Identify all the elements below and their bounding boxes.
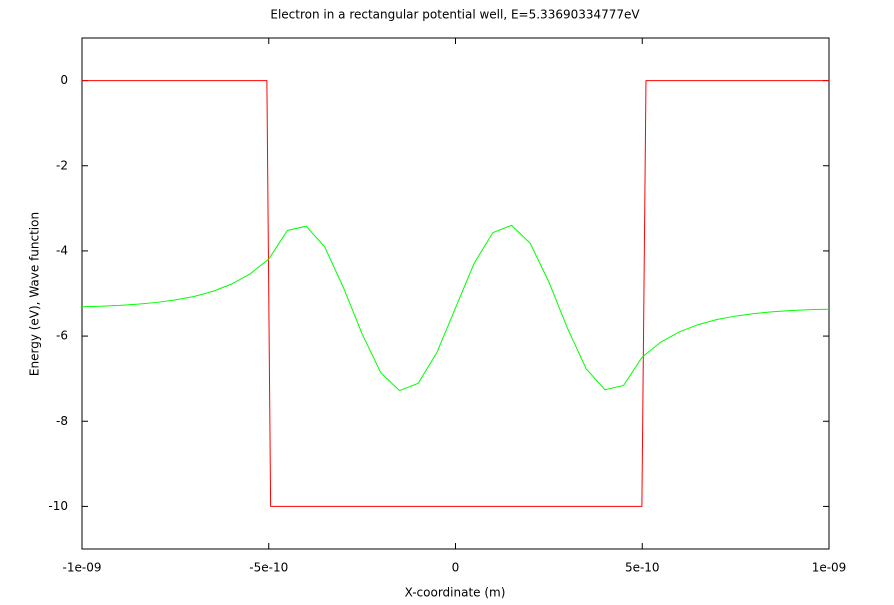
y-tick-label: -10	[48, 499, 68, 513]
data-line	[81, 224, 830, 392]
x-tick-label: -5e-10	[249, 561, 288, 575]
x-tick-label: 0	[452, 561, 460, 575]
y-axis-label: Energy (eV), Wave function	[28, 212, 42, 376]
y-tick-label: -6	[56, 329, 68, 343]
x-tick-label: -1e-09	[63, 561, 102, 575]
x-tick-label: 5e-10	[625, 561, 660, 575]
x-axis-label: X-coordinate (m)	[405, 586, 506, 600]
x-tick-label: 1e-09	[812, 561, 847, 575]
y-tick-label: -8	[56, 414, 68, 428]
y-tick-label: 0	[60, 73, 68, 87]
y-tick-label: -4	[56, 243, 68, 257]
y-tick-label: -2	[56, 158, 68, 172]
chart-title: Electron in a rectangular potential well…	[270, 8, 640, 22]
plot-frame	[81, 37, 830, 550]
data-line	[82, 80, 829, 507]
